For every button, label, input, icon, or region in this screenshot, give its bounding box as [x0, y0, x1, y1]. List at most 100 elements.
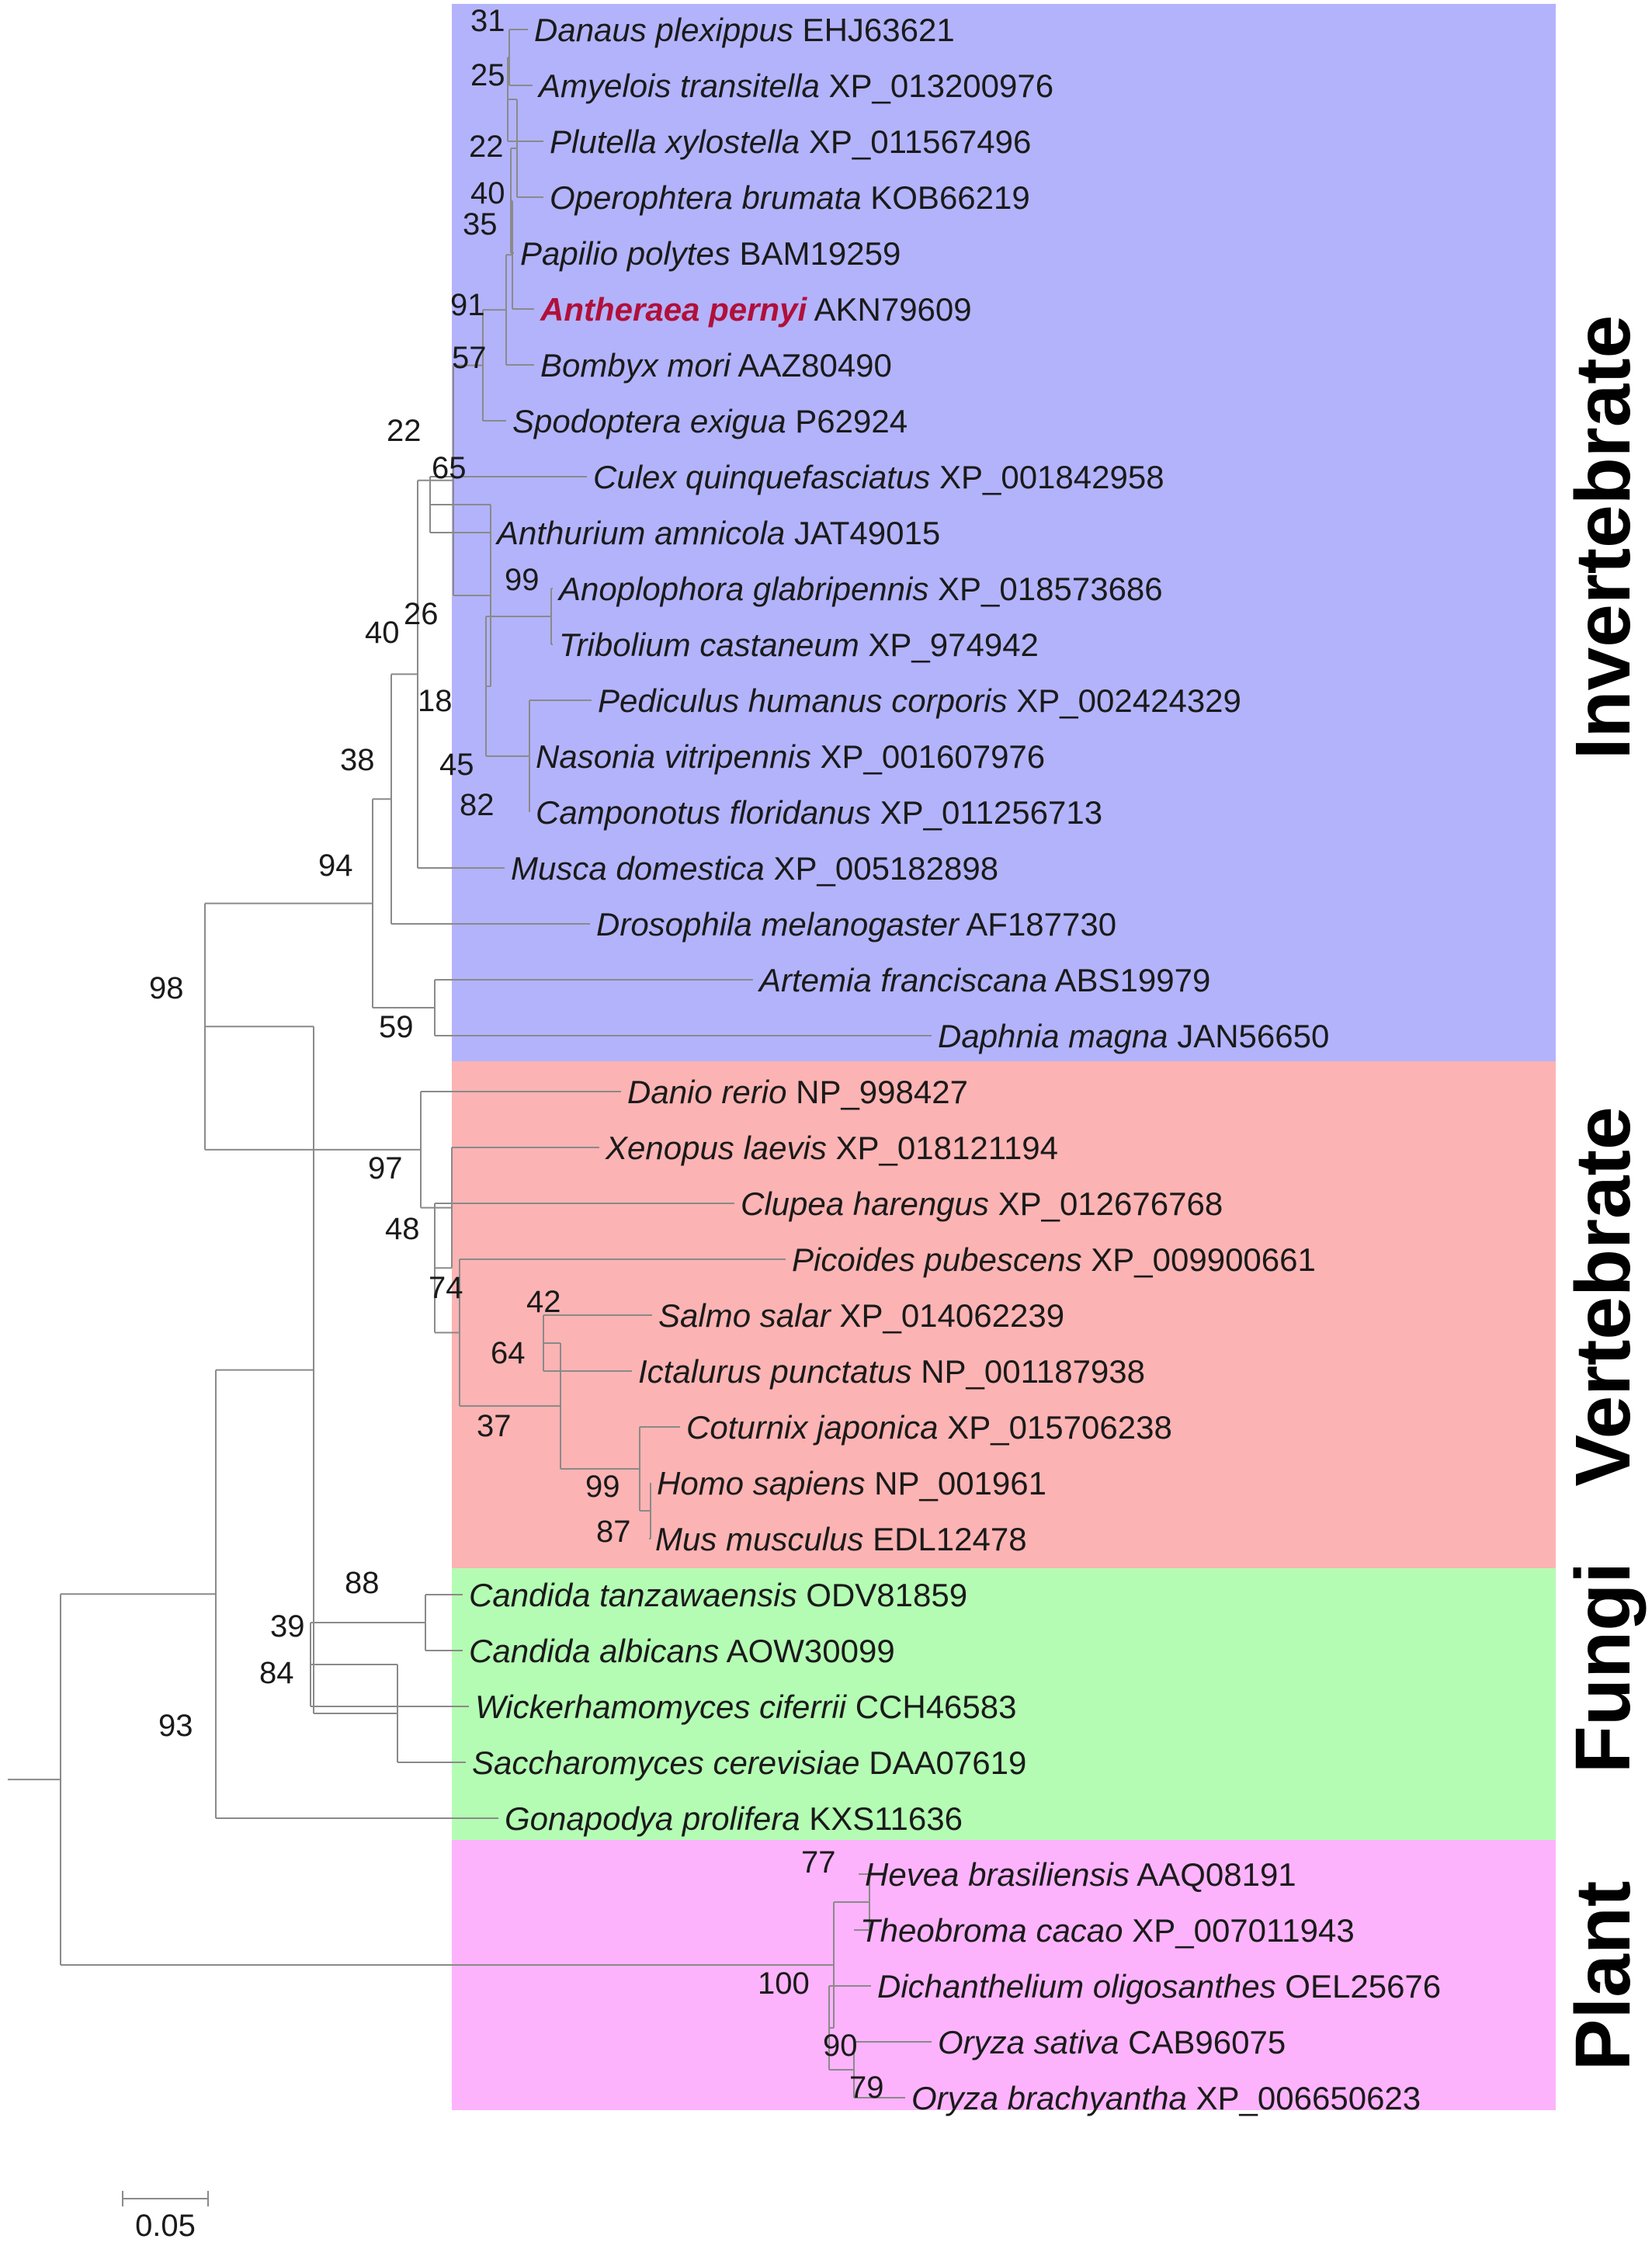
bootstrap-value: 59	[379, 1010, 414, 1044]
leaf-label: Pediculus humanus corporis XP_002424329	[598, 682, 1241, 719]
leaf-label: Xenopus laevis XP_018121194	[605, 1130, 1058, 1166]
leaf-species: Theobroma cacao	[860, 1912, 1123, 1949]
leaf-species: Oryza brachyantha	[911, 2080, 1187, 2116]
leaf-label: Candida tanzawaensis ODV81859	[469, 1577, 967, 1613]
bootstrap-value: 45	[439, 748, 474, 782]
leaf-label: Clupea harengus XP_012676768	[741, 1185, 1223, 1222]
leaf-accession: XP_002424329	[1008, 682, 1241, 719]
leaf-label: Danaus plexippus EHJ63621	[534, 12, 955, 48]
group-label-fungi: Fungi	[1560, 1562, 1647, 1773]
leaf-species: Amyelois transitella	[536, 68, 820, 104]
leaf-label: Plutella xylostella XP_011567496	[550, 123, 1031, 160]
leaf-species: Operophtera brumata	[550, 179, 862, 216]
leaf-label: Antheraea pernyi AKN79609	[540, 291, 972, 328]
bootstrap-value: 42	[526, 1285, 561, 1319]
leaf-species: Pediculus humanus corporis	[598, 682, 1008, 719]
leaf-label: Coturnix japonica XP_015706238	[686, 1409, 1172, 1446]
leaf-accession: XP_011256713	[871, 794, 1102, 831]
group-labels: Invertebrate Vertebrate Fungi Plant	[1560, 315, 1647, 2071]
leaf-label: Musca domestica XP_005182898	[511, 850, 998, 887]
leaf-accession: ODV81859	[797, 1577, 967, 1613]
leaf-species: Candida albicans	[469, 1633, 719, 1669]
bootstrap-value: 31	[470, 4, 505, 38]
leaf-accession: AAQ08191	[1130, 1856, 1296, 1893]
leaf-accession: AAZ80490	[731, 347, 892, 384]
leaf-label: Operophtera brumata KOB66219	[550, 179, 1030, 216]
bootstrap-value: 22	[469, 130, 504, 164]
leaf-accession: XP_007011943	[1123, 1912, 1355, 1949]
leaf-label: Mus musculus EDL12478	[655, 1521, 1027, 1557]
leaf-accession: XP_011567496	[800, 123, 1031, 160]
leaf-accession: AF187730	[959, 906, 1116, 942]
leaf-species: Nasonia vitripennis	[536, 738, 811, 775]
leaf-label: Hevea brasiliensis AAQ08191	[865, 1856, 1296, 1893]
scale-bar: 0.05	[122, 2191, 209, 2243]
leaf-label: Danio rerio NP_998427	[627, 1074, 968, 1110]
leaf-species: Oryza sativa	[938, 2024, 1119, 2060]
bootstrap-value: 35	[463, 207, 498, 241]
bootstrap-value: 97	[368, 1151, 403, 1185]
bootstrap-value: 64	[491, 1336, 526, 1370]
leaf-accession: NP_998427	[786, 1074, 968, 1110]
bootstrap-value: 77	[801, 1845, 836, 1880]
leaf-species: Homo sapiens	[657, 1465, 865, 1501]
group-label-plant: Plant	[1560, 1881, 1647, 2071]
leaf-accession: XP_974942	[859, 627, 1039, 663]
bootstrap-value: 93	[158, 1709, 193, 1743]
leaf-species: Papilio polytes	[520, 235, 731, 272]
bootstrap-value: 91	[450, 288, 485, 322]
bootstrap-labels: 3125224035915722659926401845823894599897…	[149, 4, 884, 2105]
bootstrap-value: 40	[470, 176, 505, 210]
leaf-species: Bombyx mori	[540, 347, 732, 384]
leaf-accession: XP_005182898	[765, 850, 998, 887]
leaf-species: Culex quinquefasciatus	[593, 459, 930, 495]
bootstrap-value: 26	[404, 597, 439, 631]
leaf-label: Dichanthelium oligosanthes OEL25676	[877, 1968, 1441, 2005]
leaf-accession: NP_001961	[865, 1465, 1046, 1501]
leaf-accession: DAA07619	[860, 1744, 1027, 1781]
bootstrap-value: 84	[259, 1656, 294, 1690]
bootstrap-value: 38	[340, 743, 375, 777]
leaf-label: Papilio polytes BAM19259	[520, 235, 901, 272]
leaf-accession: XP_018573686	[928, 571, 1162, 607]
bootstrap-value: 18	[418, 684, 453, 718]
leaf-species: Plutella xylostella	[550, 123, 800, 160]
plant-band	[452, 1840, 1556, 2110]
leaf-label: Daphnia magna JAN56650	[938, 1018, 1329, 1054]
leaf-species: Coturnix japonica	[686, 1409, 939, 1446]
leaf-accession: XP_014062239	[831, 1297, 1064, 1334]
bootstrap-value: 40	[365, 616, 400, 650]
leaf-species: Hevea brasiliensis	[865, 1856, 1130, 1893]
leaf-accession: BAM19259	[731, 235, 901, 272]
leaf-label: Nasonia vitripennis XP_001607976	[536, 738, 1045, 775]
leaf-species: Picoides pubescens	[792, 1241, 1082, 1278]
leaf-accession: CCH46583	[846, 1689, 1016, 1725]
leaf-accession: EHJ63621	[793, 12, 955, 48]
leaf-label: Oryza sativa CAB96075	[938, 2024, 1286, 2060]
leaf-label: Ictalurus punctatus NP_001187938	[638, 1353, 1145, 1390]
bootstrap-value: 65	[432, 451, 467, 485]
leaf-label: Theobroma cacao XP_007011943	[860, 1912, 1355, 1949]
bootstrap-value: 98	[149, 971, 184, 1005]
leaf-species: Tribolium castaneum	[559, 627, 859, 663]
bootstrap-value: 37	[477, 1409, 512, 1443]
bootstrap-value: 48	[385, 1212, 420, 1246]
leaf-accession: XP_012676768	[989, 1185, 1223, 1222]
leaf-label: Spodoptera exigua P62924	[512, 403, 908, 439]
leaf-label: Bombyx mori AAZ80490	[540, 347, 892, 384]
leaf-species: Artemia franciscana	[757, 962, 1047, 998]
leaf-species: Mus musculus	[655, 1521, 863, 1557]
bootstrap-value: 87	[596, 1515, 631, 1549]
scale-bar-label: 0.05	[135, 2209, 196, 2243]
leaf-accession: XP_006650623	[1187, 2080, 1421, 2116]
bootstrap-value: 88	[345, 1566, 380, 1600]
bootstrap-value: 94	[318, 849, 353, 883]
leaf-label: Saccharomyces cerevisiae DAA07619	[472, 1744, 1026, 1781]
leaf-species: Danaus plexippus	[534, 12, 793, 48]
leaf-accession: XP_018121194	[827, 1130, 1058, 1166]
leaf-species: Danio rerio	[627, 1074, 786, 1110]
fungi-band	[452, 1568, 1556, 1840]
leaf-species: Clupea harengus	[741, 1185, 989, 1222]
leaf-accession: JAT49015	[785, 515, 940, 551]
